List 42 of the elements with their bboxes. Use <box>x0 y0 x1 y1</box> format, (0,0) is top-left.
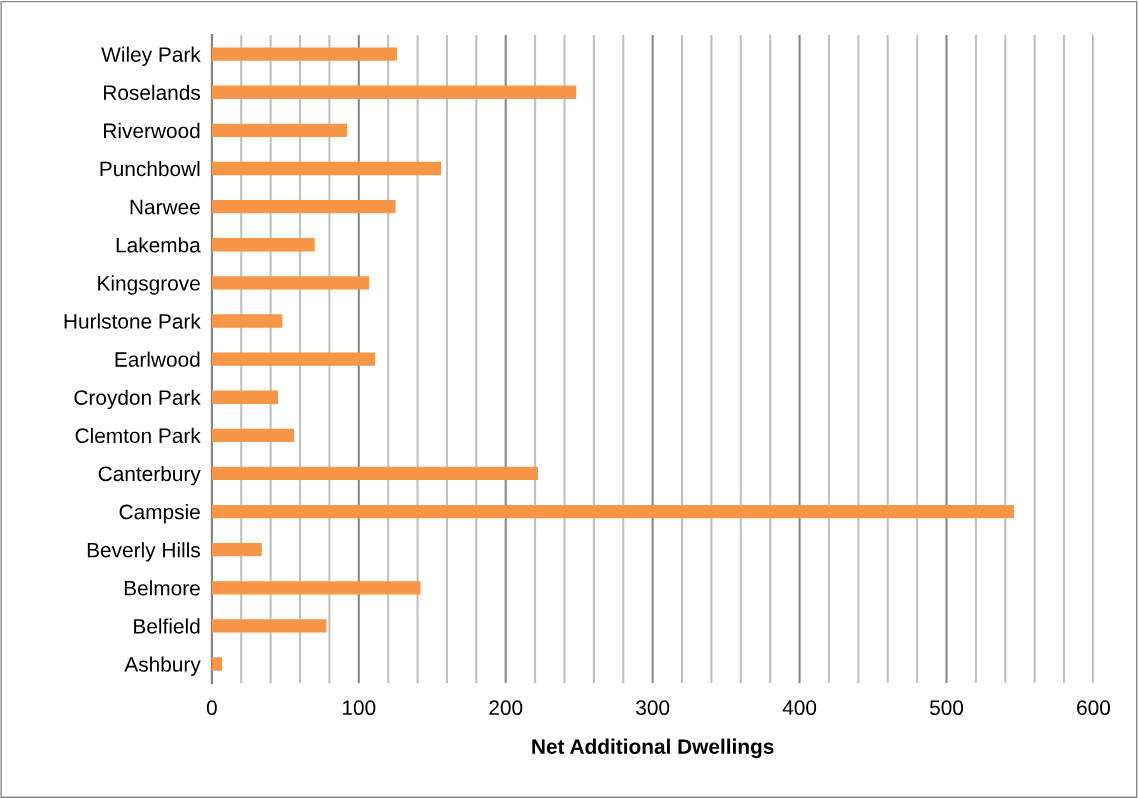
x-tick-label: 200 <box>489 700 523 716</box>
bar <box>211 657 223 671</box>
bar <box>211 390 278 404</box>
y-tick-label: Punchbowl <box>100 160 200 177</box>
bar <box>211 123 348 138</box>
bar <box>211 238 315 252</box>
bar <box>211 161 442 176</box>
y-tick-label: Kingsgrove <box>98 275 200 295</box>
y-tick-label: Belmore <box>124 580 200 596</box>
y-tick-label: Riverwood <box>104 122 200 139</box>
x-tick-label: 100 <box>343 700 376 716</box>
y-tick-label: Belfield <box>134 618 200 634</box>
y-tick-label: Roselands <box>104 84 200 101</box>
x-tick-label: 600 <box>1077 700 1111 716</box>
x-tick-label: 500 <box>929 700 964 716</box>
y-tick-label: Beverly Hills <box>87 542 200 562</box>
y-tick-label: Narwee <box>130 199 200 215</box>
bar <box>211 466 539 481</box>
bar <box>211 619 327 633</box>
y-tick-label: Wiley Park <box>101 46 201 67</box>
y-tick-label: Campsie <box>119 504 200 524</box>
bar <box>211 504 1015 519</box>
y-tick-label: Earlwood <box>115 351 200 367</box>
y-tick-label: Clemton Park <box>75 427 201 444</box>
bar <box>211 581 421 595</box>
bar <box>211 352 375 366</box>
x-axis-title: Net Additional Dwellings <box>532 738 774 759</box>
y-tick-label: Croydon Park <box>74 389 201 410</box>
y-tick-label: Ashbury <box>124 656 201 676</box>
x-tick-label: 400 <box>782 700 817 716</box>
x-tick-label: 300 <box>636 700 670 716</box>
x-tick-label: 0 <box>206 700 217 716</box>
bar <box>211 428 295 442</box>
bar <box>211 47 397 61</box>
bar <box>211 199 396 214</box>
bar <box>211 85 577 99</box>
bar <box>211 276 370 290</box>
bar <box>211 314 283 328</box>
bar <box>211 543 262 557</box>
y-tick-label: Canterbury <box>98 465 201 486</box>
y-tick-label: Lakemba <box>116 237 201 253</box>
y-tick-label: Hurlstone Park <box>64 313 201 329</box>
